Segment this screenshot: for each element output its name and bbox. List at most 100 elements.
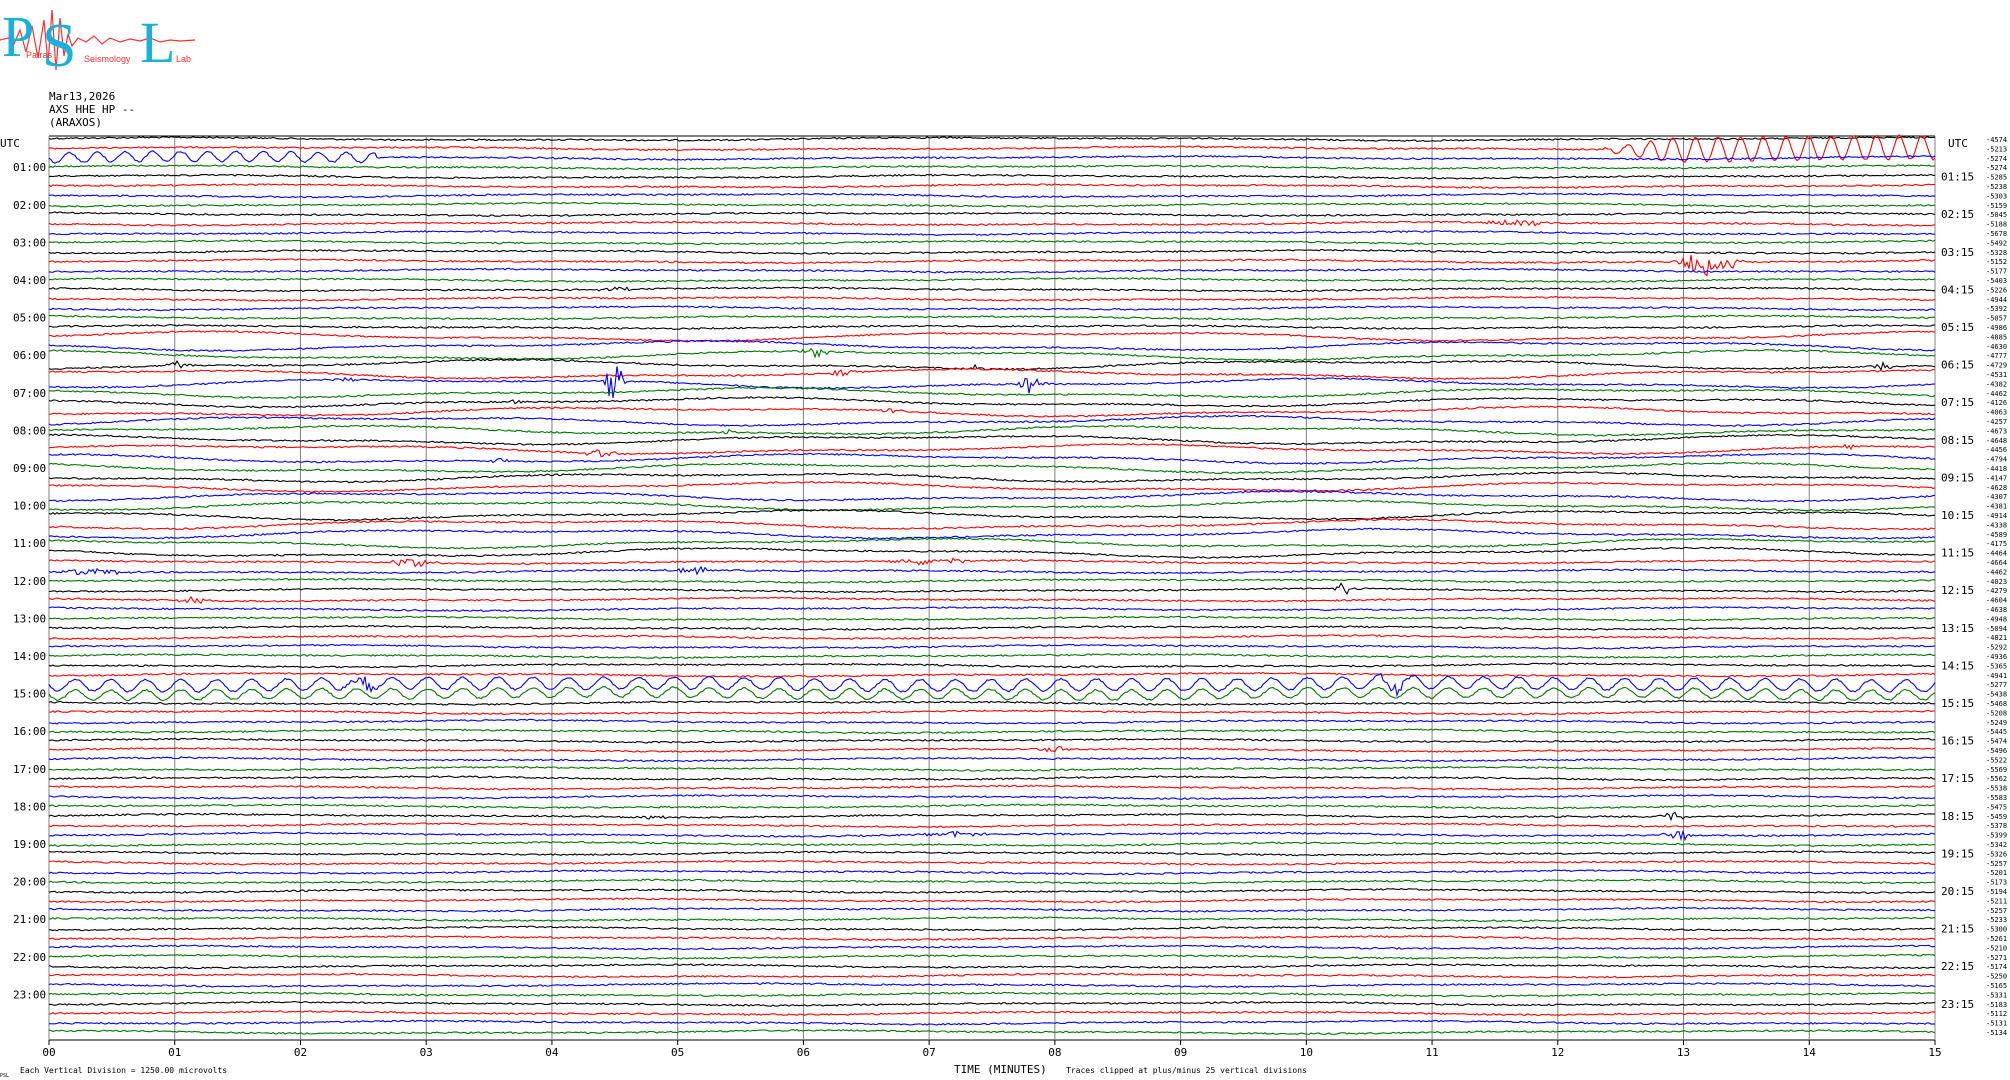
trace-offset-label: -5492 (1986, 239, 2007, 247)
logo-letter-l: L (140, 10, 175, 75)
right-hour-label: 19:15 (1941, 847, 1974, 860)
trace-offset-label: -5468 (1986, 700, 2007, 708)
trace-offset-label: -5183 (1986, 1001, 2007, 1009)
trace-offset-label: -4604 (1986, 597, 2007, 605)
trace-offset-label: -5112 (1986, 1010, 2007, 1018)
seismic-trace (48, 746, 1936, 753)
seismic-trace (48, 1010, 1936, 1017)
trace-offset-label: -5562 (1986, 775, 2007, 783)
seismic-trace (48, 1000, 1936, 1007)
seismic-trace (48, 396, 1936, 409)
trace-offset-label: -4531 (1986, 371, 2007, 379)
x-tick-label: 01 (168, 1046, 181, 1059)
x-tick-label: 08 (1048, 1046, 1061, 1059)
right-hour-label: 17:15 (1941, 772, 1974, 785)
trace-offset-label: -4063 (1986, 409, 2007, 417)
x-tick-label: 12 (1551, 1046, 1564, 1059)
trace-offset-label: -4464 (1986, 550, 2007, 558)
seismic-trace (48, 803, 1936, 810)
trace-offset-label: -5331 (1986, 991, 2007, 999)
trace-offset-label: -4936 (1986, 653, 2007, 661)
x-tick-label: 10 (1300, 1046, 1313, 1059)
trace-offset-label: -4914 (1986, 512, 2007, 520)
seismic-trace (49, 718, 1936, 725)
trace-offset-label: -4986 (1986, 324, 2007, 332)
right-hour-label: 23:15 (1941, 998, 1974, 1011)
trace-offset-label: -4794 (1986, 456, 2007, 464)
trace-offset-label: -4147 (1986, 474, 2007, 482)
x-tick-label: 04 (545, 1046, 559, 1059)
seismic-trace (48, 192, 1936, 199)
trace-offset-label: -5173 (1986, 879, 2007, 887)
trace-offset-label: -4381 (1986, 503, 2007, 511)
seismic-trace (48, 850, 1936, 857)
left-hour-label: 12:00 (13, 575, 46, 588)
right-hour-label: 03:15 (1941, 246, 1974, 259)
seismic-trace (48, 685, 1936, 702)
trace-offset-label: -5194 (1986, 888, 2007, 896)
seismic-trace (48, 295, 1936, 302)
trace-offset-label: -4418 (1986, 465, 2007, 473)
left-hour-label: 05:00 (13, 312, 46, 325)
seismic-trace (48, 577, 1936, 584)
trace-offset-label: -5274 (1986, 164, 2007, 172)
trace-offset-label: -5274 (1986, 155, 2007, 163)
left-hour-label: 22:00 (13, 951, 46, 964)
trace-offset-label: -4462 (1986, 568, 2007, 576)
right-hour-label: 10:15 (1941, 509, 1974, 522)
seismic-trace (49, 386, 1936, 399)
trace-offset-label: -4338 (1986, 521, 2007, 529)
left-hour-label: 23:00 (13, 988, 46, 1001)
seismic-trace (48, 537, 1936, 550)
right-hour-label: 15:15 (1941, 697, 1974, 710)
seismic-trace (48, 953, 1936, 960)
trace-offset-label: -5211 (1986, 897, 2007, 905)
trace-offset-label: -5250 (1986, 973, 2007, 981)
seismic-trace (48, 830, 1936, 842)
trace-offset-label: -5522 (1986, 756, 2007, 764)
seismic-trace (48, 775, 1936, 782)
seismic-trace (48, 624, 1936, 631)
trace-offset-label: -5445 (1986, 728, 2007, 736)
trace-offset-label: -5328 (1986, 249, 2007, 257)
left-hour-label: 04:00 (13, 274, 46, 287)
trace-offset-label: -4777 (1986, 352, 2007, 360)
trace-offset-labels: -4574-5213 -5274-5274 -5285-5238-5303 -5159… (1986, 136, 2007, 1037)
seismic-trace (48, 963, 1936, 970)
seismic-trace (48, 527, 1936, 540)
seismic-trace (48, 414, 1936, 427)
logo-seismogram (0, 9, 196, 71)
x-tick-label: 14 (1803, 1046, 1817, 1059)
right-hour-label: 20:15 (1941, 885, 1974, 898)
left-hour-label: 21:00 (13, 913, 46, 926)
right-hour-label: 06:15 (1941, 359, 1974, 372)
seismic-trace (48, 219, 1935, 227)
seismic-trace (48, 347, 1936, 362)
left-hour-label: 10:00 (13, 500, 46, 513)
seismic-trace (48, 452, 1936, 465)
trace-offset-label: -4664 (1986, 559, 2007, 567)
footer-clip: Traces clipped at plus/minus 25 vertical… (1066, 1066, 1307, 1075)
seismic-trace (48, 897, 1936, 904)
seismic-trace (48, 481, 1936, 494)
seismic-trace (48, 557, 1936, 568)
header-station: (ARAXOS) (49, 116, 102, 129)
left-hour-label: 08:00 (13, 424, 46, 437)
seismic-trace (48, 811, 1936, 822)
seismic-trace (48, 662, 1936, 669)
x-tick-label: 15 (1928, 1046, 1941, 1059)
seismic-trace (48, 935, 1936, 942)
right-hour-label: 21:15 (1941, 923, 1974, 936)
seismic-trace (48, 150, 1936, 164)
seismic-trace (48, 869, 1936, 876)
left-hour-label: 07:00 (13, 387, 46, 400)
seismic-trace (48, 887, 1936, 894)
seismic-trace (48, 201, 1936, 208)
right-hour-label: 02:15 (1941, 208, 1974, 221)
seismic-trace (48, 1028, 1936, 1035)
seismic-trace (48, 822, 1936, 829)
trace-offset-label: -4462 (1986, 390, 2007, 398)
trace-offset-label: -4382 (1986, 380, 2007, 388)
right-hour-label: 11:15 (1941, 547, 1974, 560)
